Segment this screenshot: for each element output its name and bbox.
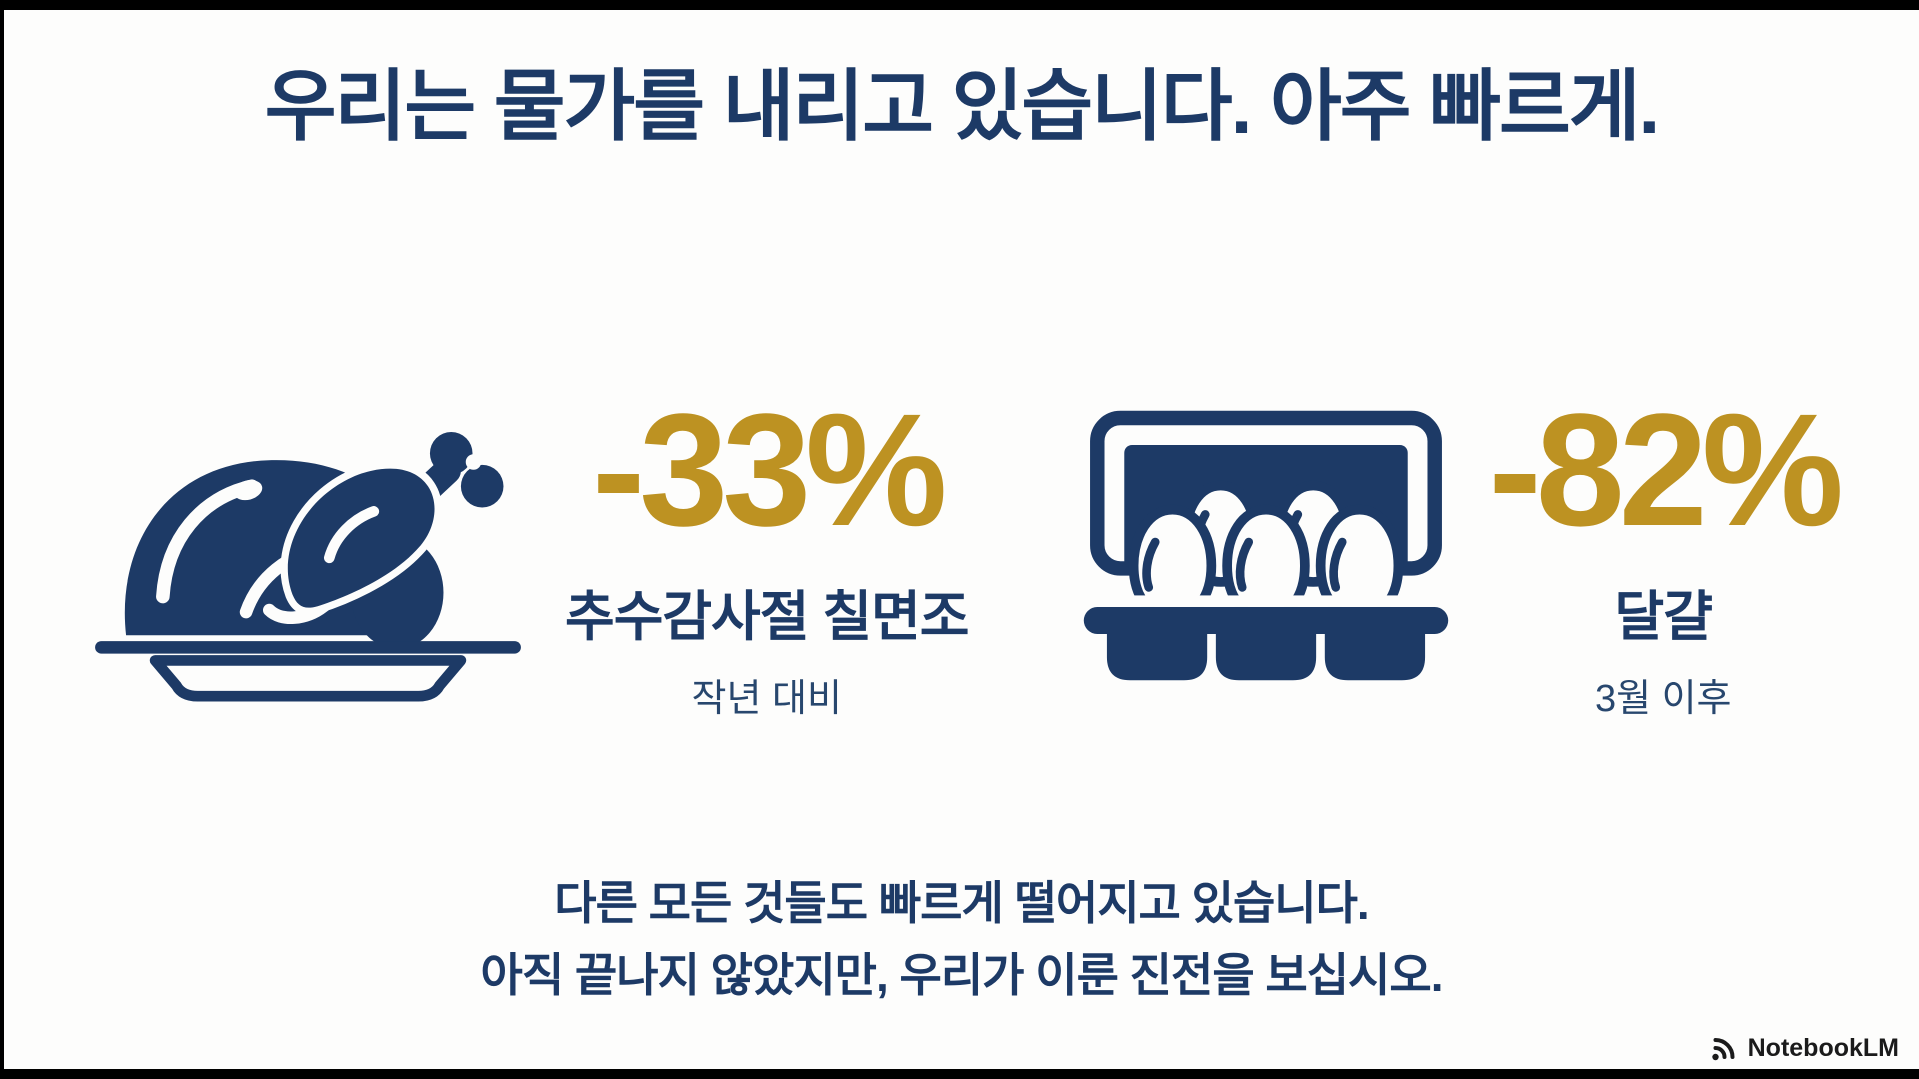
closing-line-2: 아직 끝나지 않았지만, 우리가 이룬 진전을 보십시오.	[480, 948, 1444, 1001]
notebooklm-label: NotebookLM	[1747, 1034, 1899, 1062]
stat-turkey-value: -33%	[591, 379, 948, 559]
stat-eggs-sublabel: 3월 이후	[1594, 677, 1732, 720]
stats-row: -33% 추수감사절 칠면조 작년 대비	[4, 379, 1919, 722]
notebooklm-icon	[1710, 1036, 1740, 1062]
stat-turkey-label: 추수감사절 칠면조	[565, 586, 969, 647]
stat-eggs-value: -82%	[1488, 379, 1844, 559]
turkey-platter-icon	[85, 403, 531, 708]
letterbox-bar-bottom	[0, 1069, 1919, 1079]
stat-turkey-sublabel: 작년 대비	[691, 677, 842, 720]
notebooklm-watermark: NotebookLM	[1710, 1034, 1899, 1063]
stat-eggs-label: 달걀	[1614, 586, 1713, 647]
letterbox-bar-top	[0, 0, 1919, 10]
slide-canvas: 우리는 물가를 내리고 있습니다. 아주 빠르게.	[4, 10, 1919, 1069]
stat-eggs: -82% 달걀 3월 이후	[1078, 379, 1844, 722]
closing-statement: 다른 모든 것들도 빠르게 떨어지고 있습니다. 아직 끝나지 않았지만, 우리…	[4, 868, 1919, 1011]
slide-title: 우리는 물가를 내리고 있습니다. 아주 빠르게.	[264, 62, 1660, 150]
stat-eggs-text: -82% 달걀 3월 이후	[1488, 379, 1844, 722]
egg-carton-icon	[1078, 408, 1454, 703]
stat-turkey-text: -33% 추수감사절 칠면조 작년 대비	[565, 379, 969, 722]
stat-turkey: -33% 추수감사절 칠면조 작년 대비	[85, 379, 969, 722]
closing-line-1: 다른 모든 것들도 빠르게 떨어지고 있습니다.	[554, 877, 1369, 930]
